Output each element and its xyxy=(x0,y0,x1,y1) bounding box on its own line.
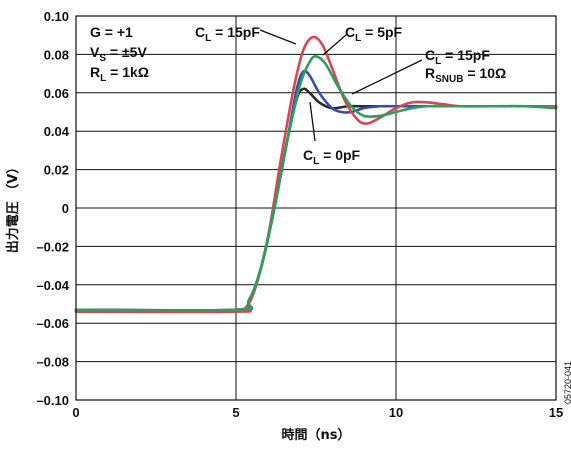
y-tick-label: –0.10 xyxy=(36,393,69,408)
x-tick-label: 10 xyxy=(389,405,403,420)
label-cl-15pf: CL = 15pF xyxy=(195,24,260,44)
y-tick-label: –0.04 xyxy=(36,278,69,293)
x-tick-label: 5 xyxy=(232,405,239,420)
y-tick-label: 0.06 xyxy=(44,86,69,101)
condition-supply: VS = ±5V xyxy=(90,44,147,64)
y-tick-label: 0.10 xyxy=(44,9,69,24)
leader-cl-0pf xyxy=(309,101,316,142)
y-axis-label: 出力電圧 （V） xyxy=(5,161,21,254)
x-tick-label: 0 xyxy=(72,405,79,420)
x-tick-label: 15 xyxy=(549,405,563,420)
y-tick-label: 0.04 xyxy=(44,124,70,139)
leader-cl-15pf-snub xyxy=(351,59,423,95)
y-tick-label: –0.06 xyxy=(36,316,69,331)
label-cl-0pf: CL = 0pF xyxy=(303,147,361,167)
series-line-0 xyxy=(74,87,558,312)
figure-id: 05720-041 xyxy=(563,361,571,404)
tick-labels: 0 5 10 15 –0.10 –0.08 –0.06 –0.04 –0.02 0 0.02 0.04… xyxy=(36,9,563,420)
leader-lines xyxy=(259,29,423,142)
label-cl-5pf: CL = 5pF xyxy=(345,24,403,44)
condition-gain: G = +1 xyxy=(90,24,133,40)
test-conditions: G = +1 VS = ±5V RL = 1kΩ xyxy=(90,24,149,84)
label-cl-15pf-snub: CL = 15pF xyxy=(425,47,490,67)
plot-frame xyxy=(75,15,557,401)
condition-load: RL = 1kΩ xyxy=(90,64,149,84)
series-line-3 xyxy=(74,54,558,312)
y-tick-label: 0.08 xyxy=(44,47,69,62)
y-tick-label: –0.02 xyxy=(36,239,69,254)
label-rsnub: RSNUB = 10Ω xyxy=(425,65,506,85)
y-tick-label: –0.08 xyxy=(36,355,69,370)
curve-labels: CL = 15pF CL = 5pF CL = 15pF RSNUB = 10Ω… xyxy=(195,24,506,167)
leader-cl-15pf xyxy=(259,29,297,45)
y-tick-label: 0 xyxy=(62,201,69,216)
x-axis-label: 時間（ns） xyxy=(282,427,351,443)
series-layer xyxy=(74,35,558,314)
leader-cl-5pf xyxy=(322,34,347,56)
y-tick-label: 0.02 xyxy=(44,163,69,178)
grid xyxy=(76,16,556,400)
